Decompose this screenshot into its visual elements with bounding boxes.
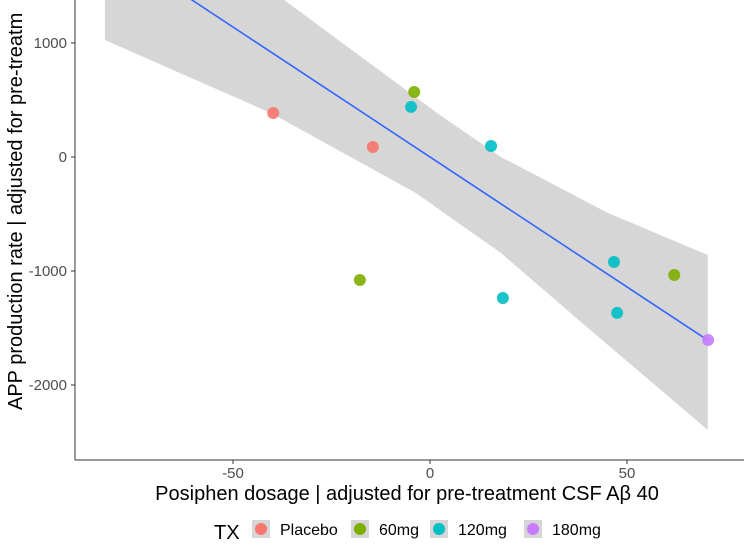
legend-label: 180mg [552,522,601,539]
y-ticks: -2000 -1000 0 1000 [29,35,75,394]
confidence-band [104,0,708,431]
legend-label: 60mg [379,522,419,539]
legend-title: TX [214,522,240,544]
y-tick-label: 1000 [34,35,67,52]
data-point-120mg [611,306,624,319]
data-point-placebo [267,106,280,119]
plot-panel [104,0,715,431]
x-ticks: -50 0 50 [222,460,635,482]
legend-marker-icon [354,523,366,535]
y-tick-label: -2000 [29,377,67,394]
data-point-120mg [405,100,418,113]
x-tick-label: -50 [222,465,244,482]
data-point-120mg [607,255,620,268]
y-tick-label: -1000 [29,263,67,280]
y-axis-title: APP production rate | adjusted for pre-t… [5,13,27,410]
regression-line [190,0,709,341]
legend-marker-icon [255,523,267,535]
x-tick-label: 50 [619,465,636,482]
y-tick-label: 0 [59,149,67,166]
legend-label: Placebo [280,522,338,539]
data-point-120mg [485,140,498,153]
data-point-180mg [702,333,715,346]
data-point-placebo [366,140,379,153]
legend-label: 120mg [458,522,507,539]
x-axis-title: Posiphen dosage | adjusted for pre-treat… [155,483,659,505]
data-point-60mg [408,86,421,98]
legend-marker-icon [527,523,539,535]
legend: TX Placebo 60mg 120mg 180mg [214,520,601,544]
legend-marker-icon [433,523,445,535]
data-point-60mg [353,273,366,286]
x-tick-label: 0 [426,465,434,482]
data-point-60mg [668,268,681,281]
data-point-120mg [496,292,509,305]
